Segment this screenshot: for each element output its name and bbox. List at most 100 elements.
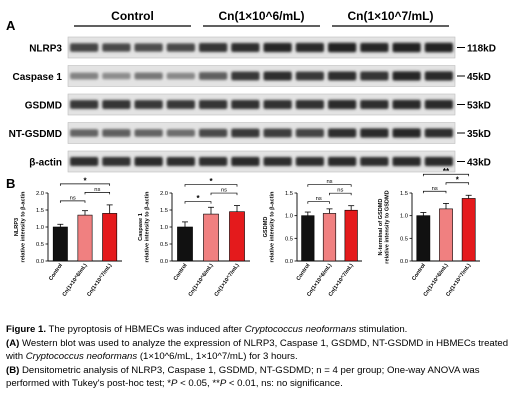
blot-band [199, 128, 228, 138]
caption-a-italic: Cryptococcus neoformans [25, 351, 138, 363]
blot-band [263, 42, 292, 53]
blot-band [360, 128, 389, 138]
y-tick-label: 1.5 [285, 191, 293, 197]
significance-bracket [307, 184, 352, 187]
blot-band [392, 156, 421, 167]
y-tick-label: 0.5 [400, 236, 408, 242]
significance-bracket [307, 201, 330, 204]
y-tick-label: 0.5 [285, 236, 293, 242]
blot-band [360, 42, 389, 53]
significance-bracket [59, 183, 111, 186]
blot-row: NT-GSDMD 35kD [9, 122, 491, 144]
blot-background [67, 93, 456, 116]
blot-band [424, 99, 453, 110]
significance-label: * [196, 194, 200, 203]
category-label: Cn(1×10^6/mL) [62, 263, 89, 298]
blot-band [231, 99, 260, 110]
blot-bands [70, 42, 453, 53]
blot-band [102, 156, 131, 167]
caption-b-text-1: Densitometric analysis of NLRP3, Caspase… [6, 364, 480, 390]
blot-band [424, 42, 453, 53]
blot-rows: NLRP3 118kD Caspase 1 45kD GSDMD 53kD NT-GSDMD… [9, 36, 496, 173]
significance-bracket [210, 192, 238, 196]
group-label: Cn(1×10^7/mL) [347, 9, 433, 23]
y-axis-label-line: relative intensity to GSDMD [385, 190, 391, 263]
y-axis-label-line: relative intensity to β-actin [21, 191, 27, 262]
y-tick-label: 1.0 [36, 225, 44, 231]
significance-label: ns [326, 179, 332, 185]
bar [301, 215, 315, 262]
blot-band [166, 100, 195, 109]
y-tick-label: 0.0 [400, 259, 408, 265]
y-tick-label: 1.0 [285, 214, 293, 220]
significance-label: ** [443, 167, 450, 176]
y-axis-label: GSDMDrelative intensity to β-actin [263, 191, 276, 262]
blot-band [328, 128, 357, 138]
protein-label: NT-GSDMD [9, 129, 62, 140]
blot-band [70, 100, 99, 109]
blot-bands [70, 99, 453, 110]
group-label: Control [111, 9, 154, 23]
blot-band [70, 43, 99, 52]
blot-background [67, 150, 456, 173]
blot-band [231, 42, 260, 53]
significance-bracket [329, 192, 352, 196]
significance-bracket [84, 192, 111, 195]
significance-bracket [445, 182, 470, 185]
bar [439, 208, 453, 262]
caption-b: (B) Densitometric analysis of NLRP3, Cas… [6, 364, 516, 391]
y-tick-label: 1.5 [160, 208, 168, 214]
significance-label: ns [94, 187, 100, 193]
bar [102, 213, 118, 262]
blot-band [263, 100, 292, 109]
mw-label: 35kD [467, 129, 491, 140]
mw-label: 118kD [467, 44, 496, 55]
y-axis-label-line: relative intensity to β-actin [145, 191, 151, 262]
blot-band [295, 42, 324, 53]
group-label: Cn(1×10^6/mL) [218, 9, 304, 23]
blot-band [102, 43, 131, 52]
group-headers: Control Cn(1×10^6/mL) Cn(1×10^7/mL) [74, 9, 449, 27]
blot-band [231, 156, 260, 167]
y-tick-label: 0.5 [160, 242, 168, 248]
y-tick-label: 1.5 [400, 191, 408, 197]
blot-band [263, 128, 292, 138]
y-axis-label: N-terminal of GSDMDrelative intensity to… [378, 190, 391, 263]
bar [416, 215, 431, 262]
blot-bands [70, 71, 453, 81]
blot-band [328, 71, 357, 81]
blot-background [67, 65, 456, 87]
blot-band [295, 128, 324, 138]
blot-band [295, 156, 324, 167]
bar [77, 214, 93, 262]
significance-label: ns [70, 195, 76, 201]
bar [203, 213, 219, 262]
blot-band [263, 71, 292, 81]
panel-a-label: A [6, 18, 16, 33]
blot-band [424, 156, 453, 167]
mw-label: 43kD [467, 158, 491, 169]
y-axis-label-line: N-terminal of GSDMD [378, 199, 384, 256]
y-tick-label: 1.0 [400, 214, 408, 220]
y-tick-label: 0.0 [160, 259, 168, 265]
protein-label: Caspase 1 [13, 72, 63, 83]
blot-band [166, 43, 195, 52]
caption-figure-label: Figure 1. [6, 324, 46, 335]
significance-label: * [456, 175, 460, 184]
y-axis-label: Caspase 1relative intensity to β-actin [138, 191, 151, 262]
significance-label: * [209, 177, 213, 186]
category-label: Cn(1×10^6/mL) [188, 263, 215, 298]
blot-band [328, 156, 357, 167]
blot-band [166, 129, 195, 137]
blot-band [134, 43, 163, 52]
blot-band [70, 156, 99, 167]
blot-band [392, 42, 421, 53]
significance-label: ns [337, 188, 343, 194]
blot-band [231, 71, 260, 81]
bar-chart: NLRP3relative intensity to β-actin 0.0 0.5… [14, 176, 122, 298]
blot-band [328, 99, 357, 110]
y-tick-label: 0.0 [285, 259, 293, 265]
significance-label: ns [221, 188, 227, 194]
caption-a: (A) Western blot was used to analyze the… [6, 337, 516, 364]
blot-row: Caspase 1 45kD [13, 65, 491, 87]
